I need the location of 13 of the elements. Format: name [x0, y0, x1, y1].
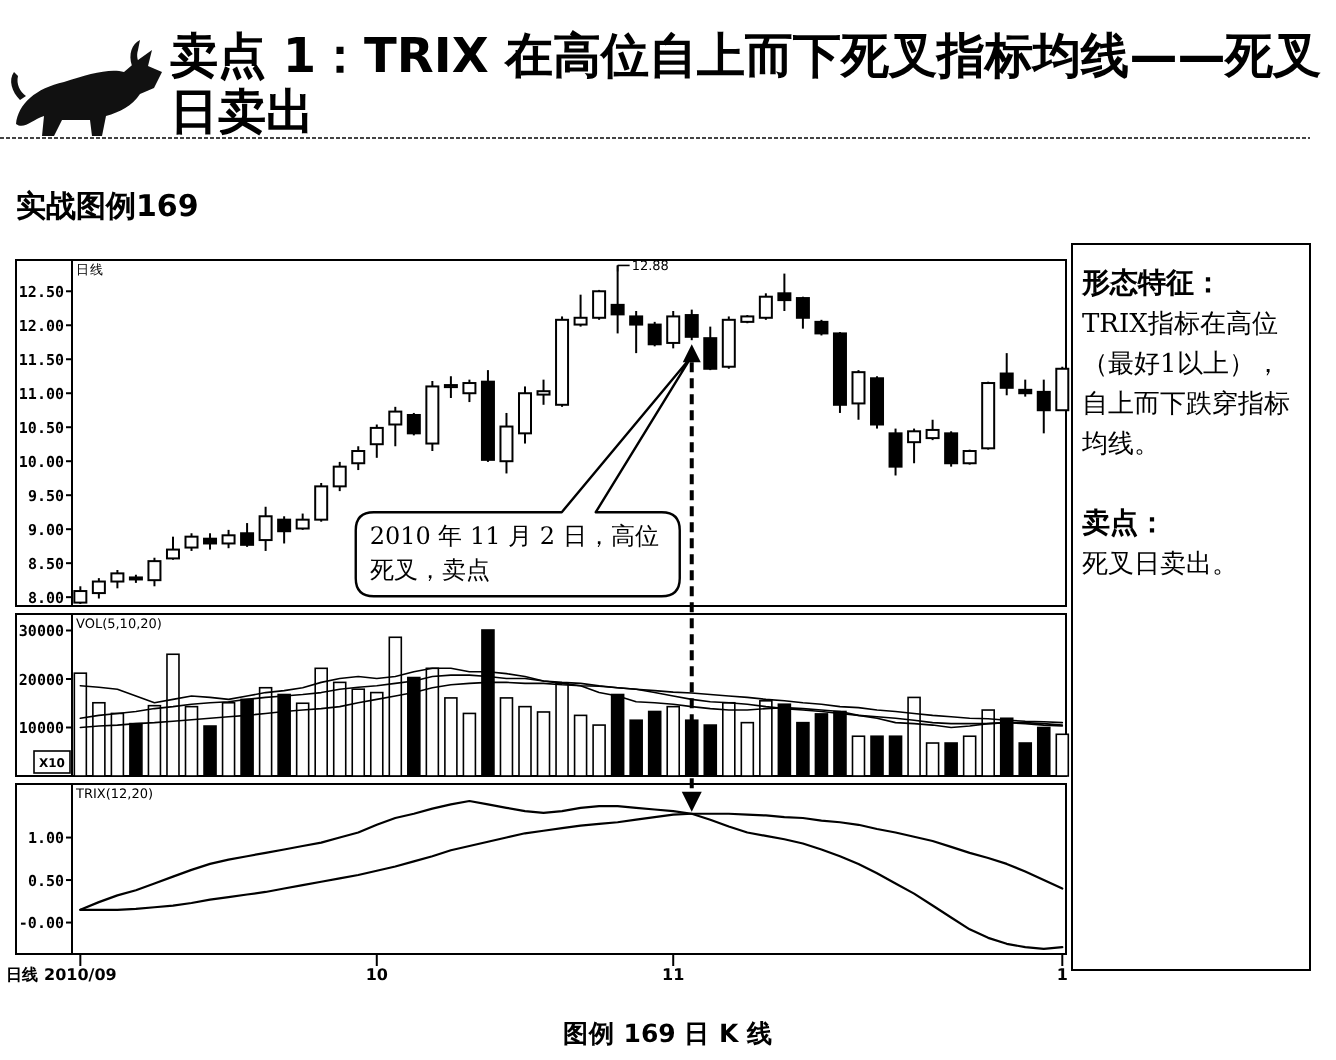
- chart-title: 卖点 1：TRIX 在高位自上而下死叉指标均线——死叉日卖出: [170, 28, 1322, 140]
- text: 死叉日卖出。: [1082, 550, 1238, 580]
- x-tick-label: 1: [1056, 966, 1069, 984]
- text: 卖点：: [1082, 508, 1166, 540]
- x-tick-label: 10: [365, 966, 389, 984]
- x-tick-label: 2010/09: [44, 966, 118, 984]
- text: TRIX指标在高位（最好1以上），自上而下跌穿指标均线。: [1080, 308, 1290, 460]
- annotation: 2010 年 11 月 2 日，高位死叉，卖点: [369, 522, 659, 585]
- text: 图例 169 日 K 线: [562, 1018, 774, 1048]
- text: 日线: [6, 966, 38, 984]
- x-tick-label: 11: [662, 966, 686, 984]
- chart-subtitle: 实战图例169: [16, 188, 199, 224]
- text: 形态特征：: [1080, 268, 1222, 300]
